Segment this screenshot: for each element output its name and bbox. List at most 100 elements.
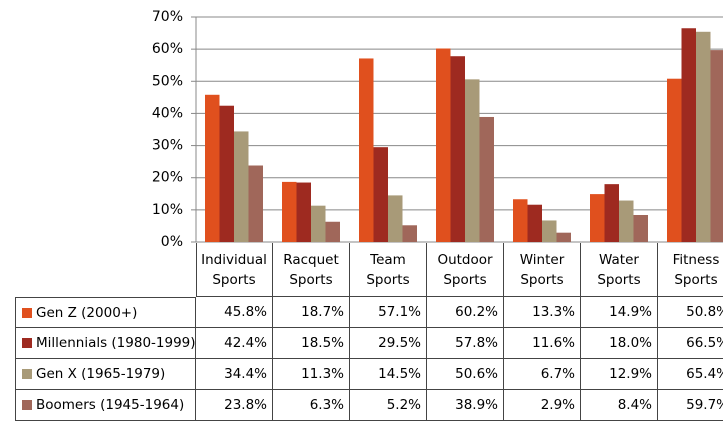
data-label-text: 34.4% <box>224 366 267 382</box>
category-label-text: Racquet Sports <box>273 250 349 290</box>
bar <box>220 106 235 242</box>
data-label-text: 14.5% <box>378 366 421 382</box>
bar <box>480 117 495 242</box>
data-label: 50.8% <box>658 297 723 328</box>
bar <box>682 28 697 242</box>
data-label-text: 29.5% <box>378 335 421 351</box>
data-label: 18.7% <box>273 297 350 328</box>
bar <box>326 222 341 242</box>
category-label: Outdoor Sports <box>427 243 504 297</box>
data-label: 18.0% <box>581 328 658 359</box>
data-label: 11.6% <box>504 328 581 359</box>
legend-text: Gen Z (2000+) <box>36 305 137 321</box>
data-label: 14.9% <box>581 297 658 328</box>
bar <box>403 225 418 242</box>
data-label-text: 2.9% <box>541 397 575 413</box>
bar <box>359 58 374 242</box>
bar <box>557 233 572 242</box>
legend-swatch <box>22 308 32 318</box>
data-label-text: 13.3% <box>532 304 575 320</box>
y-tick-label: 30% <box>152 138 183 154</box>
legend-text: Boomers (1945-1964) <box>36 397 184 413</box>
category-label-text: Fitness Sports <box>658 250 723 290</box>
category-label: Team Sports <box>350 243 427 297</box>
bar <box>634 215 649 242</box>
data-label-text: 65.4% <box>686 366 723 382</box>
legend-entry: Millennials (1980-1999) <box>15 328 196 359</box>
category-label: Individual Sports <box>196 243 273 297</box>
bar <box>374 147 389 242</box>
category-label-text: Winter Sports <box>504 250 580 290</box>
bar <box>282 182 297 242</box>
legend-entry: Gen X (1965-1979) <box>15 359 196 390</box>
y-tick-label: 70% <box>152 9 183 25</box>
data-label-text: 60.2% <box>455 304 498 320</box>
data-label-text: 18.0% <box>609 335 652 351</box>
bar <box>696 32 711 242</box>
y-tick-label: 0% <box>161 234 183 250</box>
data-label: 2.9% <box>504 390 581 421</box>
data-label-text: 42.4% <box>224 335 267 351</box>
data-label-text: 45.8% <box>224 304 267 320</box>
bar <box>311 206 326 242</box>
data-label: 38.9% <box>427 390 504 421</box>
legend-entry: Gen Z (2000+) <box>15 297 196 328</box>
bar <box>542 220 557 242</box>
bar <box>388 195 403 242</box>
data-label: 8.4% <box>581 390 658 421</box>
data-label-text: 23.8% <box>224 397 267 413</box>
y-tick-label: 60% <box>152 41 183 57</box>
category-label: Water Sports <box>581 243 658 297</box>
data-label-text: 5.2% <box>387 397 421 413</box>
data-label: 5.2% <box>350 390 427 421</box>
y-tick-label: 20% <box>152 170 183 186</box>
y-tick-label: 10% <box>152 202 183 218</box>
data-label: 59.7% <box>658 390 723 421</box>
data-label: 60.2% <box>427 297 504 328</box>
category-label: Winter Sports <box>504 243 581 297</box>
bar <box>590 194 605 242</box>
data-label: 6.3% <box>273 390 350 421</box>
legend-entry: Boomers (1945-1964) <box>15 390 196 421</box>
data-label-text: 14.9% <box>609 304 652 320</box>
data-label: 23.8% <box>196 390 273 421</box>
bar <box>297 183 312 242</box>
y-tick-label: 40% <box>152 105 183 121</box>
header-left-border <box>196 243 197 297</box>
bar <box>711 50 723 242</box>
data-label: 18.5% <box>273 328 350 359</box>
data-label-text: 38.9% <box>455 397 498 413</box>
bar <box>667 79 682 242</box>
data-label: 34.4% <box>196 359 273 390</box>
data-label-text: 11.6% <box>532 335 575 351</box>
data-label-text: 59.7% <box>686 397 723 413</box>
legend-text: Gen X (1965-1979) <box>36 366 165 382</box>
data-label-text: 6.7% <box>541 366 575 382</box>
data-label: 65.4% <box>658 359 723 390</box>
data-label: 45.8% <box>196 297 273 328</box>
legend-swatch <box>22 338 32 348</box>
data-label: 50.6% <box>427 359 504 390</box>
data-label-text: 50.6% <box>455 366 498 382</box>
data-label: 29.5% <box>350 328 427 359</box>
y-tick-label: 50% <box>152 73 183 89</box>
bar <box>234 131 249 242</box>
bar <box>451 56 466 242</box>
data-label-text: 57.8% <box>455 335 498 351</box>
data-label: 13.3% <box>504 297 581 328</box>
data-label-text: 57.1% <box>378 304 421 320</box>
data-label: 57.1% <box>350 297 427 328</box>
bar <box>513 199 528 242</box>
bar <box>465 79 480 242</box>
category-label: Racquet Sports <box>273 243 350 297</box>
category-label-text: Water Sports <box>581 250 657 290</box>
data-label: 66.5% <box>658 328 723 359</box>
data-label-text: 6.3% <box>310 397 344 413</box>
bar <box>249 166 264 243</box>
data-label: 6.7% <box>504 359 581 390</box>
legend-swatch <box>22 369 32 379</box>
data-label-text: 50.8% <box>686 304 723 320</box>
bar <box>528 205 543 242</box>
legend-text: Millennials (1980-1999) <box>36 335 196 351</box>
